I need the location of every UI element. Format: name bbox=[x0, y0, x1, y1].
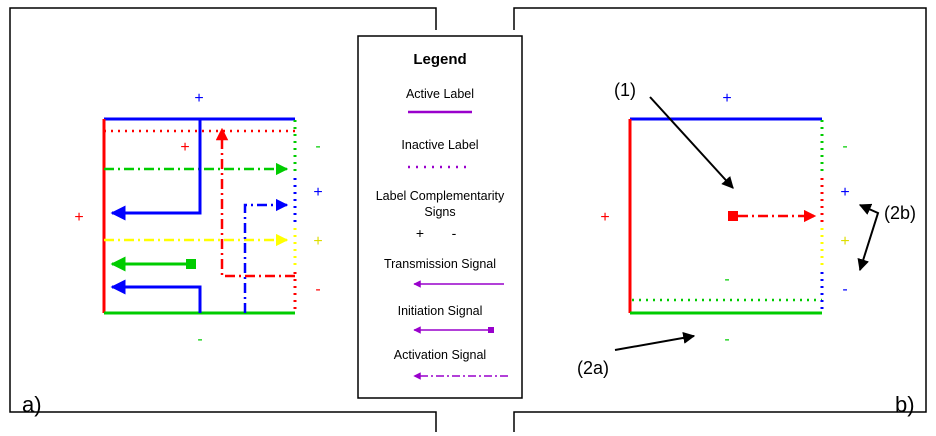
callout-2b-arrows bbox=[857, 203, 880, 272]
callout-1-label: (1) bbox=[614, 80, 636, 100]
legend-transmission-text: Transmission Signal bbox=[384, 257, 496, 271]
legend-inactive-label-text: Inactive Label bbox=[401, 138, 478, 152]
legend-title: Legend bbox=[413, 51, 466, 68]
right-panel-label: b) bbox=[895, 392, 915, 417]
left-right-blue-plus-sign: + bbox=[313, 184, 322, 201]
right-bottom-green-minus-sign: - bbox=[724, 331, 729, 348]
callout-2a-arrow bbox=[614, 331, 696, 351]
callout-2b-label: (2b) bbox=[884, 203, 916, 223]
left-green-initiation-source bbox=[186, 259, 196, 269]
right-inner-green-minus-sign: - bbox=[724, 271, 729, 288]
legend-initiation-source bbox=[488, 327, 494, 333]
left-right-green-minus-sign: - bbox=[315, 138, 320, 155]
left-panel: + + + - - + + - a) bbox=[22, 90, 323, 417]
left-inner-red-plus-sign: + bbox=[180, 139, 189, 156]
legend: Legend Active Label Inactive Label Label… bbox=[376, 51, 508, 380]
callout-2a-label: (2a) bbox=[577, 358, 609, 378]
right-panel: + + - - - + + - (1) (2a) (2b) b) bbox=[577, 80, 916, 417]
right-right-yellow-plus-sign: + bbox=[840, 233, 849, 250]
left-blue-transmission-lower bbox=[110, 279, 202, 313]
legend-complementarity-text-line1: Label Complementarity bbox=[376, 189, 505, 203]
legend-initiation-text: Initiation Signal bbox=[398, 304, 483, 318]
right-right-green-minus-sign: - bbox=[842, 138, 847, 155]
left-panel-frame bbox=[9, 7, 437, 432]
left-red-activation-signal bbox=[215, 127, 295, 278]
right-right-blue-minus-sign: - bbox=[842, 281, 847, 298]
legend-complementarity-text-line2: Signs bbox=[424, 205, 455, 219]
legend-active-label-text: Active Label bbox=[406, 87, 474, 101]
left-bottom-green-minus-sign: - bbox=[197, 331, 202, 348]
right-side-red-plus-sign: + bbox=[600, 209, 609, 226]
right-top-plus-sign: + bbox=[722, 90, 731, 107]
right-red-signal-source bbox=[728, 211, 738, 221]
left-top-plus-sign: + bbox=[194, 90, 203, 107]
left-blue-transmission-upper bbox=[110, 119, 202, 221]
callout-1-arrow bbox=[649, 96, 734, 189]
right-panel-frame bbox=[513, 7, 927, 432]
left-right-red-minus-sign: - bbox=[315, 281, 320, 298]
left-panel-label: a) bbox=[22, 392, 42, 417]
legend-plus-sign: + bbox=[416, 225, 424, 241]
right-right-blue-plus-sign: + bbox=[840, 184, 849, 201]
left-blue-activation-signal bbox=[243, 198, 289, 313]
legend-activation-text: Activation Signal bbox=[394, 348, 486, 362]
left-right-yellow-plus-sign: + bbox=[313, 233, 322, 250]
left-side-red-plus-sign: + bbox=[74, 209, 83, 226]
legend-minus-sign: - bbox=[452, 225, 457, 241]
legend-box bbox=[357, 35, 523, 399]
